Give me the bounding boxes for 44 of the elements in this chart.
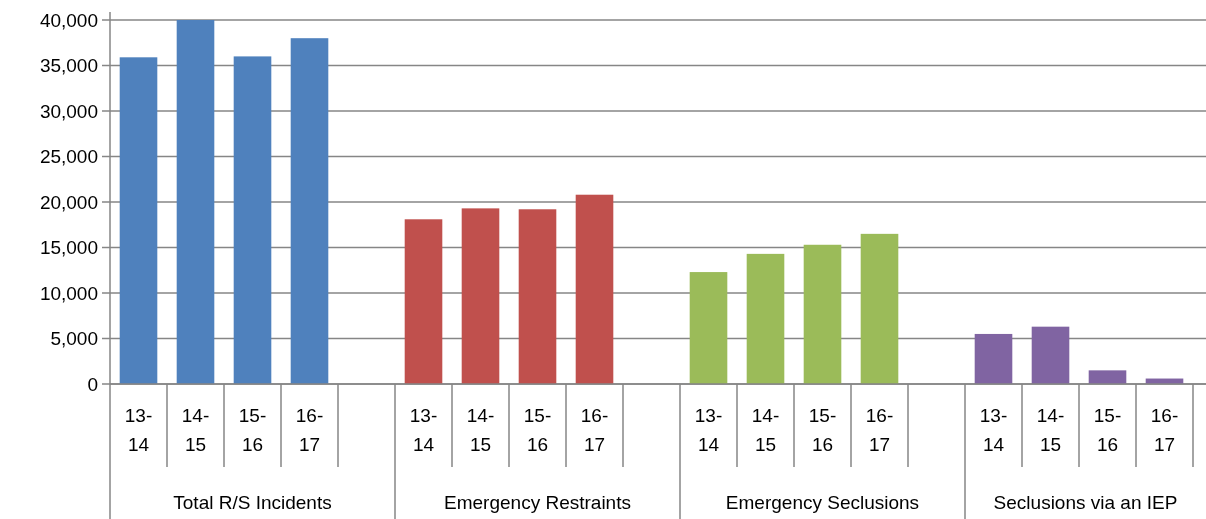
- x-tick-label: 14-15: [181, 405, 210, 455]
- x-tick-label: 13-14: [979, 405, 1008, 455]
- bar: [860, 233, 899, 384]
- text: Total R/S Incidents: [173, 492, 332, 513]
- x-tick-label: 16-17: [295, 405, 324, 455]
- x-tick-label: 14-15: [1036, 405, 1065, 455]
- bar: [974, 333, 1013, 384]
- x-tick-label: 13-14: [124, 405, 153, 455]
- x-tick-label: 16-17: [865, 405, 894, 455]
- x-tick-label: 15-16: [1093, 405, 1122, 455]
- y-tick-label: 35,000: [39, 55, 98, 77]
- bar: [1088, 370, 1127, 384]
- bar: [233, 56, 272, 384]
- bar: [518, 209, 557, 384]
- x-tick-label: 13-14: [694, 405, 723, 455]
- text: Seclusions via an IEP: [993, 492, 1178, 513]
- y-tick-label: 40,000: [39, 9, 98, 31]
- bar: [575, 194, 614, 384]
- bar: [461, 208, 500, 384]
- x-tick-label: 15-16: [808, 405, 837, 455]
- y-tick-label: 5,000: [50, 328, 98, 350]
- text: Emergency Restraints: [444, 492, 631, 513]
- bar: [746, 253, 785, 384]
- x-tick-label: 14-15: [751, 405, 780, 455]
- y-tick-label: 20,000: [39, 191, 98, 213]
- y-tick-label: 15,000: [39, 237, 98, 259]
- bar: [290, 38, 329, 384]
- y-tick-label: 10,000: [39, 282, 98, 304]
- x-tick-label: 15-16: [523, 405, 552, 455]
- bar: [689, 272, 728, 384]
- x-tick-label: 16-17: [1150, 405, 1179, 455]
- bar: [803, 244, 842, 384]
- x-tick-label: 15-16: [238, 405, 267, 455]
- y-tick-label: 0: [87, 373, 98, 395]
- text: Emergency Seclusions: [725, 492, 920, 513]
- bar: [404, 219, 443, 384]
- x-tick-label: 14-15: [466, 405, 495, 455]
- bar: [176, 20, 215, 384]
- bar: [119, 57, 158, 384]
- x-tick-label: 16-17: [580, 405, 609, 455]
- y-tick-label: 25,000: [39, 146, 98, 168]
- x-tick-label: 13-14: [409, 405, 438, 455]
- y-tick-label: 30,000: [39, 100, 98, 122]
- bar: [1031, 326, 1070, 384]
